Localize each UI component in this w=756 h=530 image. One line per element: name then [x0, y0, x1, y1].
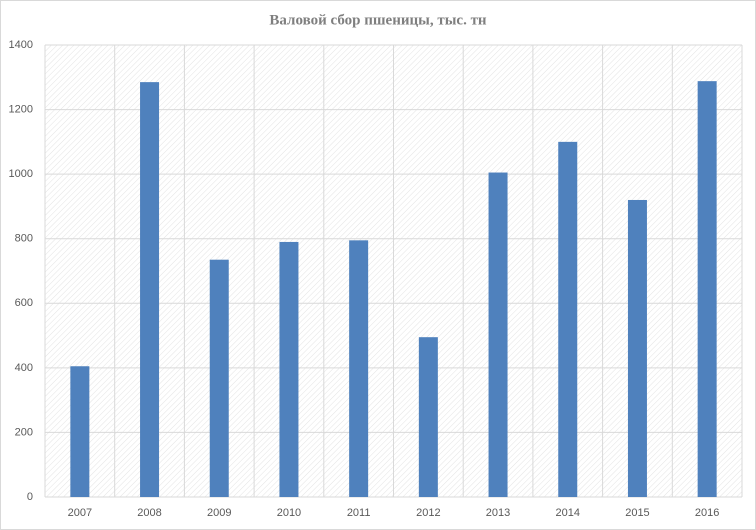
- y-tick-label: 0: [27, 491, 33, 503]
- x-tick-label: 2011: [347, 507, 371, 519]
- bar: [209, 259, 229, 497]
- y-tick-label: 1000: [9, 168, 33, 180]
- y-tick-label: 1200: [9, 103, 33, 115]
- bar: [140, 82, 160, 497]
- x-tick-label: 2007: [68, 507, 92, 519]
- bar: [697, 81, 717, 497]
- bar: [349, 240, 369, 498]
- bar: [70, 366, 90, 497]
- x-tick-label: 2013: [486, 507, 510, 519]
- bar: [558, 141, 578, 497]
- bar: [279, 241, 299, 497]
- y-tick-label: 200: [15, 426, 33, 438]
- x-tick-label: 2016: [695, 507, 719, 519]
- x-tick-label: 2014: [556, 507, 580, 519]
- x-tick-label: 2015: [625, 507, 649, 519]
- chart-title: Валовой сбор пшеницы, тыс. тн: [269, 12, 487, 28]
- y-tick-label: 1400: [9, 39, 33, 51]
- bar: [418, 337, 438, 497]
- bar: [488, 172, 508, 497]
- x-tick-label: 2009: [207, 507, 231, 519]
- x-tick-label: 2008: [137, 507, 161, 519]
- x-tick-label: 2010: [277, 507, 301, 519]
- y-tick-label: 800: [15, 233, 33, 245]
- y-tick-label: 600: [15, 297, 33, 309]
- bar: [627, 199, 647, 497]
- y-tick-label: 400: [15, 362, 33, 374]
- x-tick-label: 2012: [416, 507, 440, 519]
